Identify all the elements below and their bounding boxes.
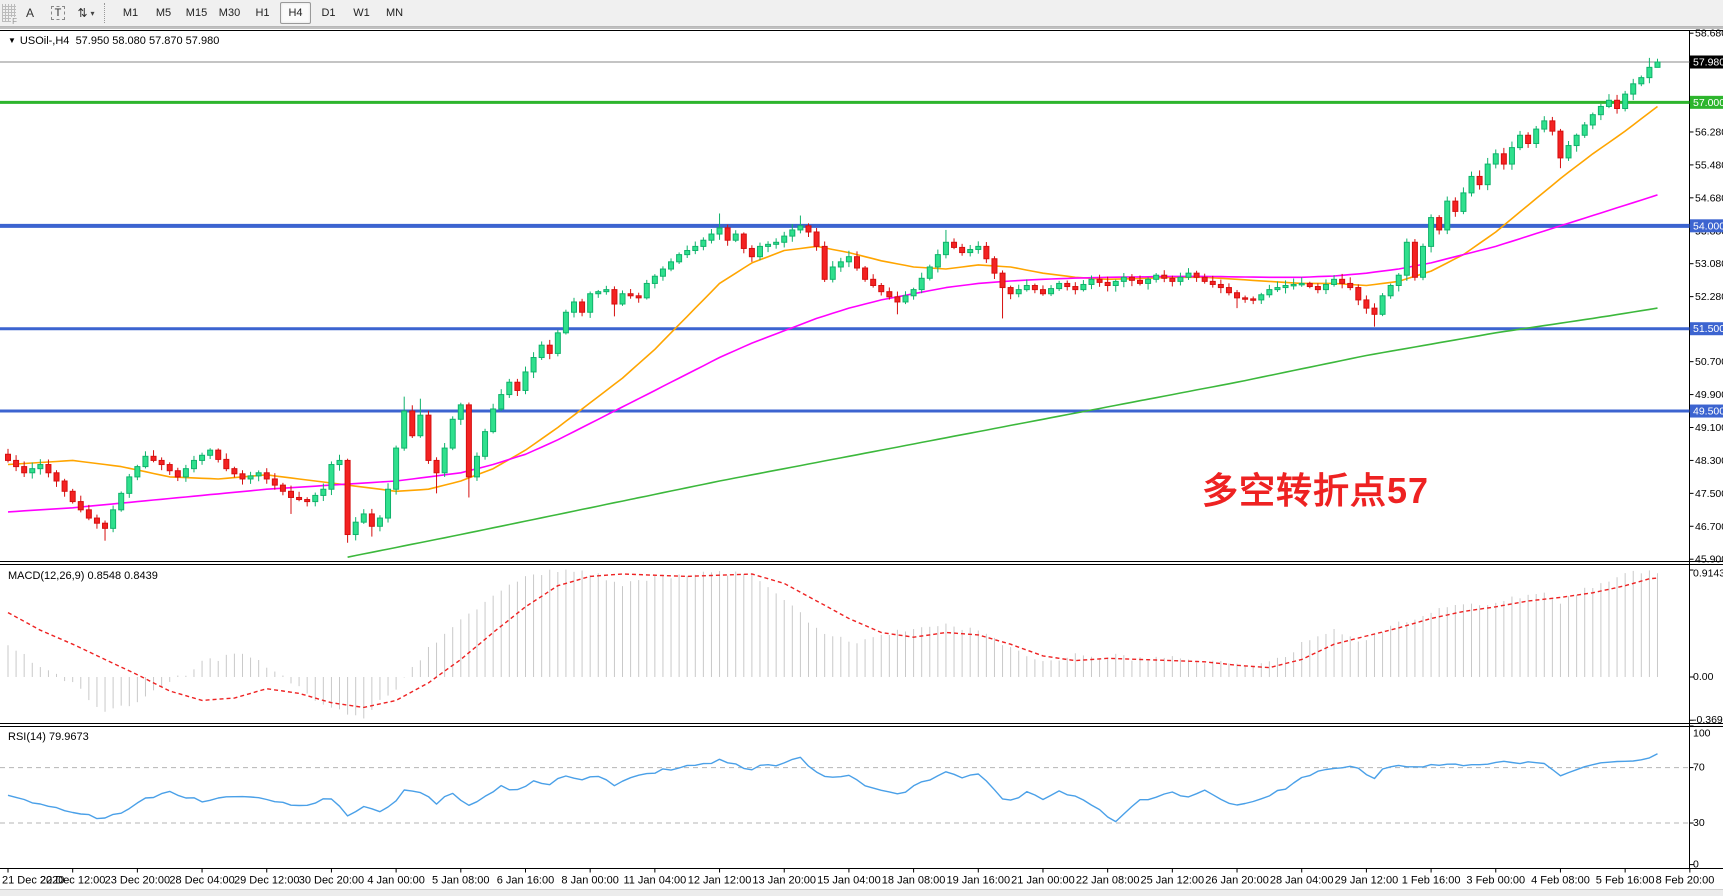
date-label: 26 Jan 20:00: [1205, 875, 1269, 887]
date-label: 5 Feb 16:00: [1596, 875, 1655, 887]
date-label: 6 Jan 16:00: [497, 875, 555, 887]
rsi-axis: 100 70 30 0: [1690, 726, 1711, 871]
rsi-pane[interactable]: [0, 754, 1690, 823]
horizontal-level-lines[interactable]: [0, 62, 1690, 411]
rsi-scale-label: 70: [1693, 762, 1705, 774]
date-label: 1 Feb 16:00: [1402, 875, 1461, 887]
date-label: 29 Dec 12:00: [234, 875, 299, 887]
timeframe-m5[interactable]: M5: [148, 2, 179, 24]
timeframe-h4[interactable]: H4: [280, 2, 311, 24]
date-label: 25 Jan 12:00: [1141, 875, 1205, 887]
timeframe-d1[interactable]: D1: [313, 2, 344, 24]
price-tick-label: 58.680: [1695, 28, 1723, 40]
price-box-label: 57.980: [1693, 57, 1723, 69]
date-label: 8 Jan 00:00: [561, 875, 619, 887]
rsi-line: [8, 754, 1658, 822]
price-axis: 58.68056.28055.48054.68053.88053.08052.2…: [1690, 28, 1723, 566]
price-box-label: 57.000: [1693, 97, 1723, 109]
price-tick-label: 55.480: [1695, 159, 1723, 171]
date-label: 22 Jan 08:00: [1076, 875, 1140, 887]
pane-borders: [0, 28, 1723, 869]
price-tick-label: 50.700: [1695, 356, 1723, 368]
chart-shift-tool-icon[interactable]: F: [2, 4, 16, 22]
date-label: 12 Jan 12:00: [688, 875, 752, 887]
chart-text-annotation[interactable]: 多空转折点57: [1202, 462, 1429, 514]
price-tick-label: 49.100: [1695, 422, 1723, 434]
timeframe-mn[interactable]: MN: [379, 2, 410, 24]
timeframe-m30[interactable]: M30: [214, 2, 245, 24]
date-label: 21 Jan 00:00: [1011, 875, 1075, 887]
price-tick-label: 49.900: [1695, 389, 1723, 401]
macd-pane[interactable]: [8, 570, 1658, 719]
date-label: 8 Feb 20:00: [1656, 875, 1715, 887]
price-box-label: 54.000: [1693, 220, 1723, 232]
symbol-name: USOil-,H4: [20, 35, 70, 47]
macd-scale-label: 0.00: [1693, 671, 1714, 683]
ohlc-values: 57.950 58.080 57.870 57.980: [76, 35, 220, 47]
arrange-objects-tool-icon[interactable]: ⇅▾: [73, 2, 99, 25]
price-tick-label: 52.280: [1695, 291, 1723, 303]
date-label: 11 Jan 04:00: [623, 875, 686, 887]
symbol-ohlc-header: ▼ USOil-,H4 57.950 58.080 57.870 57.980: [8, 35, 219, 47]
price-tick-label: 56.280: [1695, 126, 1723, 138]
date-label: 3 Feb 00:00: [1466, 875, 1525, 887]
macd-scale-label: -0.3693: [1693, 714, 1723, 726]
price-box-label: 51.500: [1693, 323, 1723, 335]
price-tick-label: 46.700: [1695, 521, 1723, 533]
arrow-tool-icon[interactable]: A: [17, 2, 43, 25]
ma-fast-orange: [8, 107, 1658, 492]
text-label-tool-icon[interactable]: T: [45, 2, 71, 25]
date-label: 28 Dec 04:00: [169, 875, 234, 887]
timeframe-w1[interactable]: W1: [346, 2, 377, 24]
rsi-scale-label: 100: [1693, 728, 1711, 740]
macd-indicator-label: MACD(12,26,9) 0.8548 0.8439: [8, 570, 158, 582]
timeframe-m15[interactable]: M15: [181, 2, 212, 24]
date-label: 5 Jan 08:00: [432, 875, 490, 887]
date-label: 19 Jan 16:00: [946, 875, 1010, 887]
date-label: 18 Jan 08:00: [882, 875, 946, 887]
date-label: 30 Dec 20:00: [299, 875, 364, 887]
date-label: 15 Jan 04:00: [817, 875, 881, 887]
toolbar-separator: [104, 3, 110, 23]
price-tick-label: 45.900: [1695, 554, 1723, 566]
price-tick-label: 53.080: [1695, 258, 1723, 270]
date-label: 28 Jan 04:00: [1270, 875, 1334, 887]
rsi-scale-label: 0: [1693, 859, 1699, 871]
date-label: 29 Jan 12:00: [1335, 875, 1399, 887]
date-label: 23 Dec 20:00: [105, 875, 170, 887]
chart-canvas[interactable]: 58.68056.28055.48054.68053.88053.08052.2…: [0, 27, 1723, 895]
macd-axis: 0.9143 0.00 -0.3693: [1690, 568, 1723, 727]
price-tick-label: 47.500: [1695, 488, 1723, 500]
date-label: 4 Jan 00:00: [367, 875, 425, 887]
rsi-indicator-label: RSI(14) 79.9673: [8, 731, 89, 743]
price-tick-label: 54.680: [1695, 192, 1723, 204]
date-label: 13 Jan 20:00: [752, 875, 816, 887]
timeframe-m1[interactable]: M1: [115, 2, 146, 24]
rsi-scale-label: 30: [1693, 817, 1705, 829]
timeframe-h1[interactable]: H1: [247, 2, 278, 24]
date-label: 4 Feb 08:00: [1531, 875, 1590, 887]
macd-scale-label: 0.9143: [1693, 568, 1723, 580]
date-label: 22 Dec 12:00: [40, 875, 105, 887]
price-tick-label: 48.300: [1695, 455, 1723, 467]
price-box-label: 49.500: [1693, 406, 1723, 418]
collapse-triangle-icon[interactable]: ▼: [8, 36, 16, 45]
